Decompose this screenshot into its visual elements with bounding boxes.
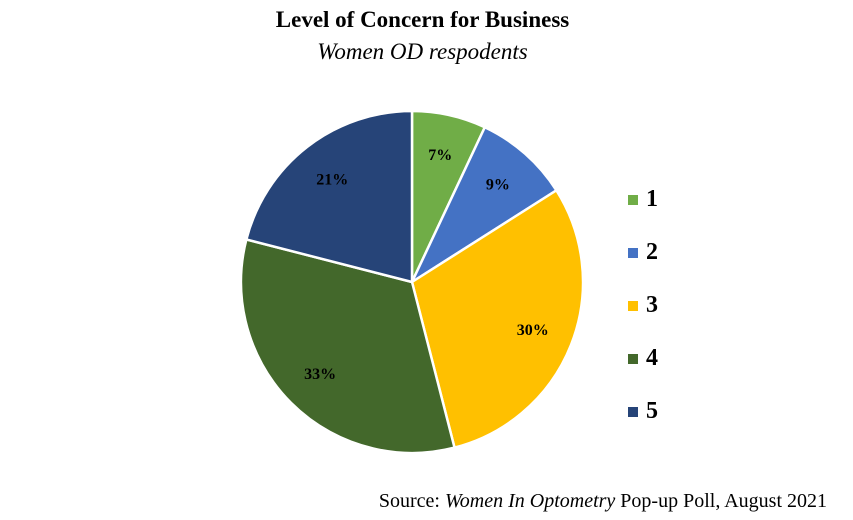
legend-label: 1 xyxy=(646,186,658,212)
legend-swatch xyxy=(628,248,638,258)
chart-subtitle: Women OD respodents xyxy=(317,39,528,64)
legend-swatch xyxy=(628,354,638,364)
data-label-1: 7% xyxy=(428,147,452,164)
legend-label: 5 xyxy=(646,398,658,424)
source-prefix: Source: xyxy=(378,490,445,512)
legend-swatch xyxy=(628,301,638,311)
legend-swatch xyxy=(628,195,638,205)
legend-label: 4 xyxy=(646,345,658,371)
legend-label: 3 xyxy=(646,292,658,318)
data-label-2: 9% xyxy=(486,177,510,194)
data-label-3: 30% xyxy=(517,322,549,339)
legend-label: 2 xyxy=(646,239,658,265)
pie-slice-2 xyxy=(409,125,559,286)
pie-slice-3 xyxy=(410,188,585,450)
pie-slice-5 xyxy=(244,109,414,284)
source-suffix: Pop-up Poll, August 2021 xyxy=(615,490,827,512)
data-label-4: 33% xyxy=(304,366,336,383)
chart-title: Level of Concern for Business xyxy=(275,7,570,32)
data-label-5: 21% xyxy=(316,171,348,188)
legend-swatch xyxy=(628,407,638,417)
pie-slice-4 xyxy=(239,237,457,455)
source-publication: Women In Optometry xyxy=(444,490,616,512)
source-note: Source: Women In Optometry Pop-up Poll, … xyxy=(379,488,827,514)
